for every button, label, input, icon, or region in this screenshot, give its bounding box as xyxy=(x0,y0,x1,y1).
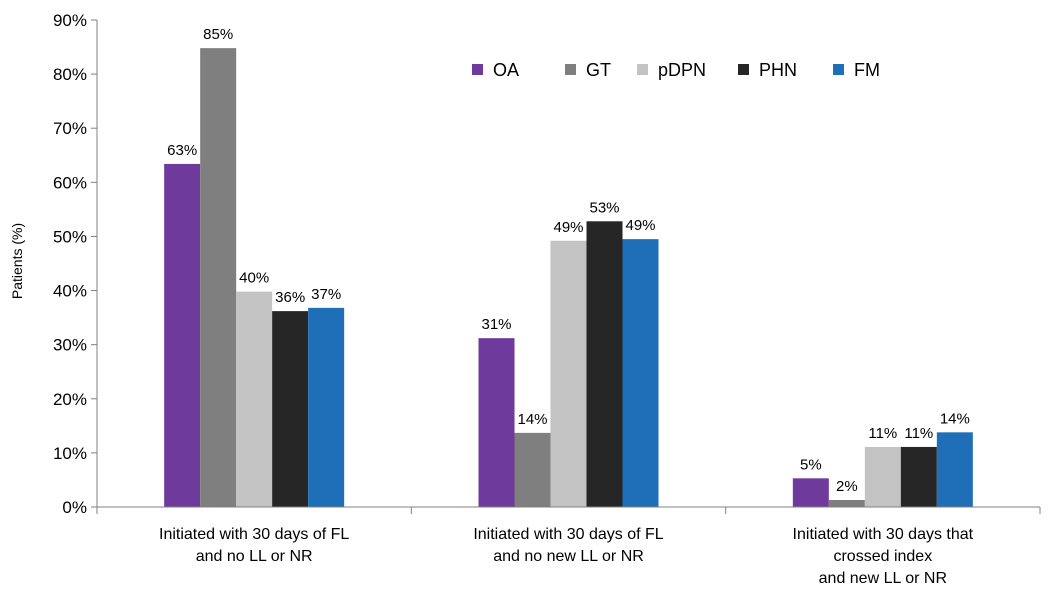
bar-fm xyxy=(308,307,345,507)
bar-gt xyxy=(200,48,237,507)
x-axis: Initiated with 30 days of FL and no LL or… xyxy=(96,506,1041,587)
bar-pdpn xyxy=(550,240,587,508)
legend-swatch-phn xyxy=(738,64,749,75)
x-category-label-line: crossed index xyxy=(833,548,932,565)
data-label: 5% xyxy=(800,456,822,473)
y-tick-label: 20% xyxy=(53,390,87,409)
data-label: 53% xyxy=(589,199,619,216)
bar-pdpn xyxy=(864,446,901,507)
y-tick-label: 10% xyxy=(53,444,87,463)
x-category-label-line: Initiated with 30 days that xyxy=(793,526,974,543)
data-label: 85% xyxy=(203,26,233,43)
bar-phn xyxy=(272,311,309,507)
y-tick-label: 30% xyxy=(53,336,87,355)
x-category-label: Initiated with 30 days of FL and no LL or… xyxy=(159,526,349,565)
data-label: 11% xyxy=(904,425,933,442)
data-label: 37% xyxy=(311,286,341,303)
data-label: 14% xyxy=(517,411,547,428)
y-tick-label: 0% xyxy=(62,498,87,517)
data-labels: 63% 85% 40% 36% 37% 31% 14% 49% 53% 49% 5% 2% 11% 11%… xyxy=(167,26,970,495)
legend-label: FM xyxy=(854,60,880,80)
x-category-label: Initiated with 30 days of FL and no new L… xyxy=(473,526,663,565)
bar-oa xyxy=(478,338,515,507)
y-tick-label: 40% xyxy=(53,282,87,301)
data-label: 40% xyxy=(239,270,269,287)
legend-swatch-fm xyxy=(833,64,844,75)
legend-label: PHN xyxy=(759,60,797,80)
bars xyxy=(164,48,973,508)
legend-swatch-pdpn xyxy=(637,64,648,75)
y-tick-label: 50% xyxy=(53,227,87,246)
x-category-label-line: Initiated with 30 days of FL xyxy=(159,526,349,543)
legend-swatch-gt xyxy=(565,64,576,75)
bar-phn xyxy=(586,221,623,507)
bar-oa xyxy=(792,478,829,507)
data-label: 14% xyxy=(940,410,970,427)
data-label: 49% xyxy=(625,217,655,234)
bar-phn xyxy=(900,446,937,507)
y-tick-label: 80% xyxy=(53,65,87,84)
data-label: 49% xyxy=(553,219,583,236)
bar-oa xyxy=(164,163,201,508)
y-tick-label: 60% xyxy=(53,173,87,192)
x-category-label-line: and no new LL or NR xyxy=(493,548,644,565)
legend: OA GT pDPN PHN FM xyxy=(472,60,880,80)
bar-gt xyxy=(828,499,865,507)
legend-label: OA xyxy=(493,60,519,80)
x-category-label-line: Initiated with 30 days of FL xyxy=(473,526,663,543)
bar-gt xyxy=(514,432,551,507)
bar-fm xyxy=(622,239,659,507)
x-category-label-line: and new LL or NR xyxy=(819,570,947,587)
data-label: 2% xyxy=(836,478,858,495)
y-axis: 0% 10% 20% 30% 40% 50% 60% 70% 80% 90% xyxy=(53,11,98,517)
data-label: 36% xyxy=(275,289,305,306)
legend-label: GT xyxy=(586,60,611,80)
bar-fm xyxy=(936,432,973,507)
bar-pdpn xyxy=(236,291,273,507)
y-axis-title: Patients (%) xyxy=(9,223,25,299)
data-label: 11% xyxy=(868,425,897,442)
legend-swatch-oa xyxy=(472,64,483,75)
x-category-label: Initiated with 30 days that crossed index… xyxy=(793,526,974,587)
legend-label: pDPN xyxy=(658,60,706,80)
data-label: 63% xyxy=(167,142,197,159)
y-tick-label: 90% xyxy=(53,11,87,30)
data-label: 31% xyxy=(481,316,511,333)
y-tick-label: 70% xyxy=(53,119,87,138)
x-category-label-line: and no LL or NR xyxy=(196,548,313,565)
